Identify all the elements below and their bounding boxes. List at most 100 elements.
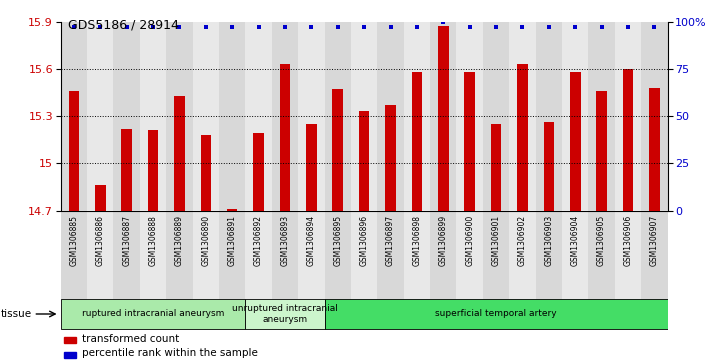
Bar	[87, 22, 114, 211]
Bar	[140, 211, 166, 301]
Bar	[615, 211, 641, 301]
Point	[147, 25, 159, 30]
Bar	[61, 22, 87, 211]
Bar	[386, 105, 396, 211]
Bar	[121, 129, 132, 211]
Point	[68, 25, 79, 30]
Bar	[114, 22, 140, 211]
Bar	[253, 134, 264, 211]
Text: superficial temporal artery: superficial temporal artery	[436, 310, 557, 318]
Point	[596, 25, 608, 30]
Bar	[641, 22, 668, 211]
Bar	[351, 211, 377, 301]
Text: GSM1306886: GSM1306886	[96, 215, 105, 266]
Bar	[193, 22, 219, 211]
Bar	[272, 211, 298, 301]
Text: GSM1306896: GSM1306896	[360, 215, 368, 266]
Point	[491, 25, 502, 30]
Point	[623, 25, 634, 30]
Bar	[483, 211, 509, 301]
Bar	[596, 91, 607, 211]
Text: GSM1306887: GSM1306887	[122, 215, 131, 266]
Text: GDS5186 / 28914: GDS5186 / 28914	[68, 18, 178, 31]
Bar	[517, 64, 528, 211]
Bar	[377, 22, 403, 211]
Point	[464, 25, 476, 30]
Text: GSM1306888: GSM1306888	[149, 215, 158, 266]
Point	[226, 25, 238, 30]
Text: tissue: tissue	[1, 309, 32, 319]
Bar	[95, 185, 106, 211]
Point	[174, 25, 185, 30]
Text: GSM1306900: GSM1306900	[466, 215, 474, 266]
Bar	[227, 209, 238, 211]
Bar	[280, 64, 291, 211]
Bar	[588, 22, 615, 211]
Bar	[272, 22, 298, 211]
Bar	[412, 72, 422, 211]
Bar	[491, 124, 501, 211]
Bar	[623, 69, 633, 211]
Text: GSM1306895: GSM1306895	[333, 215, 342, 266]
Bar	[615, 22, 641, 211]
Bar	[219, 22, 246, 211]
Bar	[306, 124, 316, 211]
Point	[121, 25, 132, 30]
Bar	[325, 211, 351, 301]
Text: GSM1306885: GSM1306885	[69, 215, 79, 266]
Bar	[333, 89, 343, 211]
Text: GSM1306905: GSM1306905	[597, 215, 606, 266]
Bar	[588, 211, 615, 301]
Point	[358, 25, 370, 30]
Text: GSM1306902: GSM1306902	[518, 215, 527, 266]
Bar	[87, 211, 114, 301]
Bar	[509, 22, 536, 211]
Bar	[114, 211, 140, 301]
Bar	[148, 130, 159, 211]
Text: GSM1306906: GSM1306906	[623, 215, 633, 266]
Point	[649, 25, 660, 30]
Bar	[438, 26, 448, 211]
Bar	[456, 211, 483, 301]
Bar	[219, 211, 246, 301]
Text: GSM1306893: GSM1306893	[281, 215, 289, 266]
Text: ruptured intracranial aneurysm: ruptured intracranial aneurysm	[82, 310, 224, 318]
Point	[200, 25, 211, 30]
Bar	[64, 351, 76, 358]
Bar	[430, 22, 456, 211]
Bar	[298, 22, 325, 211]
Text: GSM1306890: GSM1306890	[201, 215, 211, 266]
Text: GSM1306897: GSM1306897	[386, 215, 395, 266]
Text: GSM1306904: GSM1306904	[570, 215, 580, 266]
Bar	[430, 211, 456, 301]
Bar	[456, 22, 483, 211]
FancyBboxPatch shape	[61, 299, 246, 329]
Point	[517, 25, 528, 30]
Bar	[403, 211, 430, 301]
Bar	[69, 91, 79, 211]
Text: GSM1306907: GSM1306907	[650, 215, 659, 266]
Text: GSM1306891: GSM1306891	[228, 215, 237, 266]
FancyBboxPatch shape	[325, 299, 668, 329]
Bar	[649, 88, 660, 211]
Bar	[174, 96, 185, 211]
Text: percentile rank within the sample: percentile rank within the sample	[82, 348, 258, 358]
Bar	[64, 337, 76, 343]
Point	[385, 25, 396, 30]
Bar	[359, 111, 369, 211]
Bar	[536, 22, 562, 211]
Bar	[483, 22, 509, 211]
Text: GSM1306892: GSM1306892	[254, 215, 263, 266]
Bar	[201, 135, 211, 211]
FancyBboxPatch shape	[246, 299, 325, 329]
Bar	[166, 211, 193, 301]
Point	[306, 25, 317, 30]
Bar	[193, 211, 219, 301]
Bar	[509, 211, 536, 301]
Bar	[246, 22, 272, 211]
Bar	[570, 72, 580, 211]
Text: GSM1306894: GSM1306894	[307, 215, 316, 266]
Bar	[536, 211, 562, 301]
Bar	[325, 22, 351, 211]
Bar	[543, 122, 554, 211]
